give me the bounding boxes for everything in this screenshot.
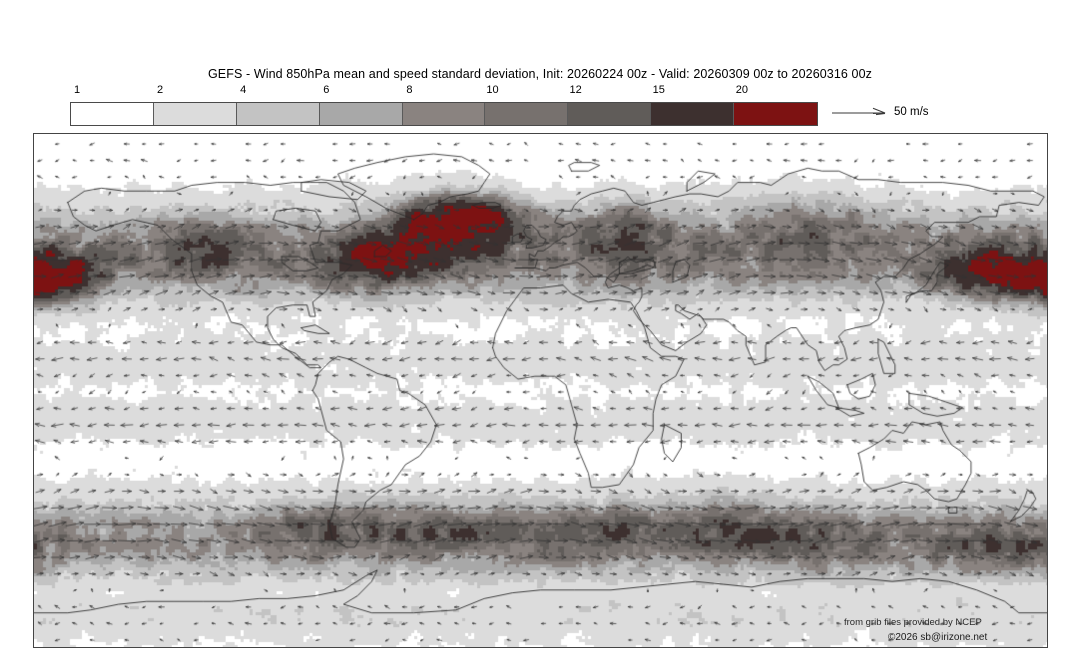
colorbar-gradient [70,102,818,126]
colorbar-tick: 15 [652,84,665,96]
colorbar-segment [485,103,569,125]
colorbar-tick: 2 [157,84,164,96]
colorbar-tick: 4 [240,84,247,96]
map-canvas [34,134,1047,647]
vector-scale-legend: 50 m/s [832,103,1032,125]
colorbar-segment [402,103,486,125]
colorbar-segment [734,103,818,125]
vector-legend-label: 50 m/s [894,106,929,118]
colorbar-segment [153,103,237,125]
colorbar-tick: 20 [735,84,748,96]
colorbar-tick: 10 [486,84,499,96]
page-title: GEFS - Wind 850hPa mean and speed standa… [207,67,872,81]
colorbar-tick: 6 [323,84,330,96]
colorbar-segment [236,103,320,125]
colorbar: 1 2 4 6 8 10 12 15 20 [70,84,818,126]
colorbar-segment [651,103,735,125]
colorbar-segment [568,103,652,125]
wind-arrow-icon [832,107,886,116]
data-source-credit: from grib files provided by NCEP [844,617,982,628]
colorbar-segment [71,103,154,125]
colorbar-tick-labels: 1 2 4 6 8 10 12 15 20 [70,84,818,100]
colorbar-tick: 1 [73,84,81,96]
copyright-credit: ©2026 sb@irizone.net [888,632,988,643]
map-plot-area[interactable] [33,133,1048,648]
colorbar-tick: 12 [569,84,582,96]
colorbar-segment [319,103,403,125]
colorbar-tick: 8 [406,84,413,96]
